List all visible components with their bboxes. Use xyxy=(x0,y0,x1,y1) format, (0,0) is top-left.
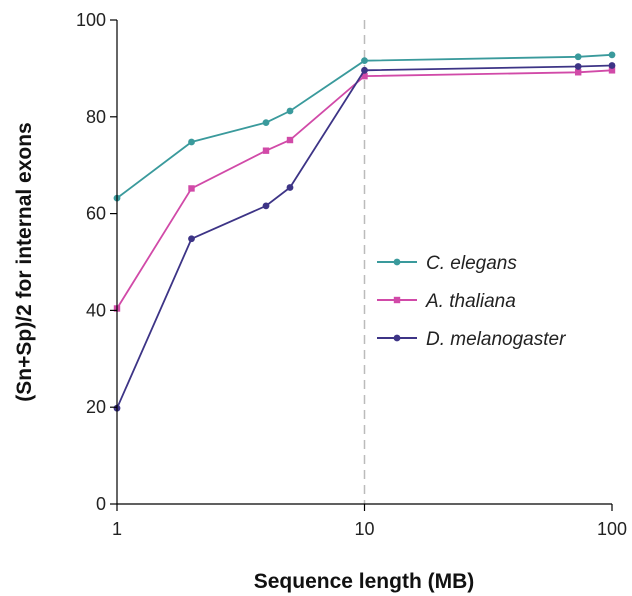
data-point-d-melanogaster xyxy=(286,184,294,191)
data-point-c-elegans xyxy=(286,107,294,115)
data-point-c-elegans xyxy=(608,51,616,59)
x-axis-title: Sequence length (MB) xyxy=(254,570,475,593)
data-point-a-thaliana xyxy=(608,67,616,74)
legend-marker xyxy=(393,334,401,342)
x-tick-label: 1 xyxy=(112,519,122,539)
y-tick-label: 40 xyxy=(86,300,106,320)
legend-entry-d-melanogaster: D. melanogaster xyxy=(377,329,566,350)
data-point-a-thaliana xyxy=(574,69,582,76)
data-point-c-elegans xyxy=(188,138,195,146)
data-point-d-melanogaster xyxy=(608,62,616,69)
legend-entry-c-elegans: C. elegans xyxy=(377,253,517,274)
data-point-d-melanogaster xyxy=(188,235,195,243)
legend-marker xyxy=(393,258,401,266)
tick-layer: 0 20 40 60 80 100 1 10 100 xyxy=(76,10,627,539)
y-tick-label: 0 xyxy=(96,494,106,514)
data-point-a-thaliana xyxy=(361,72,368,80)
data-point-c-elegans xyxy=(574,53,582,61)
y-axis-title: (Sn+Sp)/2 for internal exons xyxy=(13,122,36,401)
legend-label-a-thaliana: A. thaliana xyxy=(425,291,516,312)
x-tick-label: 10 xyxy=(354,519,374,539)
series-layer xyxy=(113,51,616,412)
data-point-c-elegans xyxy=(361,57,368,65)
y-tick-label: 60 xyxy=(86,204,106,224)
data-point-c-elegans xyxy=(262,119,270,127)
y-tick-label: 100 xyxy=(76,10,106,30)
legend: C. elegans A. thaliana D. melanogaster xyxy=(377,253,566,350)
data-point-d-melanogaster xyxy=(361,66,368,74)
data-point-d-melanogaster xyxy=(262,202,270,210)
data-point-a-thaliana xyxy=(188,185,195,192)
legend-entry-a-thaliana: A. thaliana xyxy=(377,291,516,312)
legend-label-c-elegans: C. elegans xyxy=(426,253,517,274)
legend-marker xyxy=(393,296,401,304)
y-tick-label: 80 xyxy=(86,107,106,127)
data-point-a-thaliana xyxy=(262,147,270,154)
data-point-a-thaliana xyxy=(286,136,294,144)
x-tick-label: 100 xyxy=(597,519,627,539)
data-point-d-melanogaster xyxy=(574,63,582,70)
y-tick-label: 20 xyxy=(86,397,106,417)
legend-label-d-melanogaster: D. melanogaster xyxy=(426,329,566,350)
